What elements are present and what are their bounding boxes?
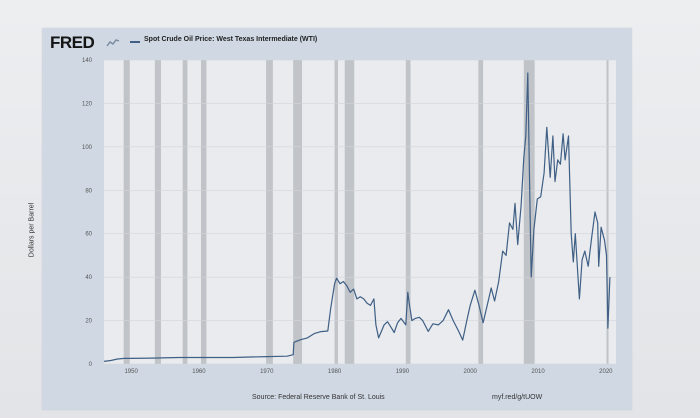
recession-band — [182, 60, 188, 364]
x-tick-label: 2000 — [464, 369, 478, 375]
y-tick-label: 100 — [82, 145, 93, 151]
x-tick-label: 1950 — [124, 369, 138, 375]
recession-band — [123, 60, 130, 364]
recession-band — [293, 60, 303, 364]
legend-swatch — [130, 41, 140, 43]
fred-logo[interactable]: FRED — [50, 33, 95, 52]
x-tick-label: 2010 — [531, 369, 545, 375]
y-tick-label: 60 — [85, 232, 92, 238]
recession-band — [344, 60, 355, 364]
x-tick-label: 2020 — [599, 369, 613, 375]
y-tick-label: 20 — [85, 319, 92, 325]
recession-band — [523, 60, 535, 364]
recession-band — [266, 60, 273, 364]
short-url[interactable]: myf.red/g/tUOW — [492, 394, 543, 401]
recession-band — [478, 60, 484, 364]
recession-band — [200, 60, 207, 364]
y-tick-label: 40 — [85, 275, 92, 281]
source-note: Source: Federal Reserve Bank of St. Loui… — [252, 394, 385, 401]
y-tick-label: 80 — [85, 188, 92, 194]
legend-series-label: Spot Crude Oil Price: West Texas Interme… — [144, 36, 318, 43]
x-tick-label: 1980 — [328, 369, 342, 375]
x-tick-label: 1990 — [396, 369, 410, 375]
plot-area — [104, 60, 616, 364]
x-tick-label: 1970 — [260, 369, 274, 375]
y-tick-label: 0 — [89, 362, 93, 368]
recession-band — [405, 60, 411, 364]
recession-band — [606, 60, 609, 364]
recession-band — [334, 60, 338, 364]
fred-graph-icon — [106, 39, 120, 47]
series-line — [103, 72, 611, 362]
y-tick-label: 120 — [82, 101, 93, 107]
y-tick-label: 140 — [82, 58, 93, 64]
recession-band — [154, 60, 161, 364]
x-tick-label: 1960 — [192, 369, 206, 375]
